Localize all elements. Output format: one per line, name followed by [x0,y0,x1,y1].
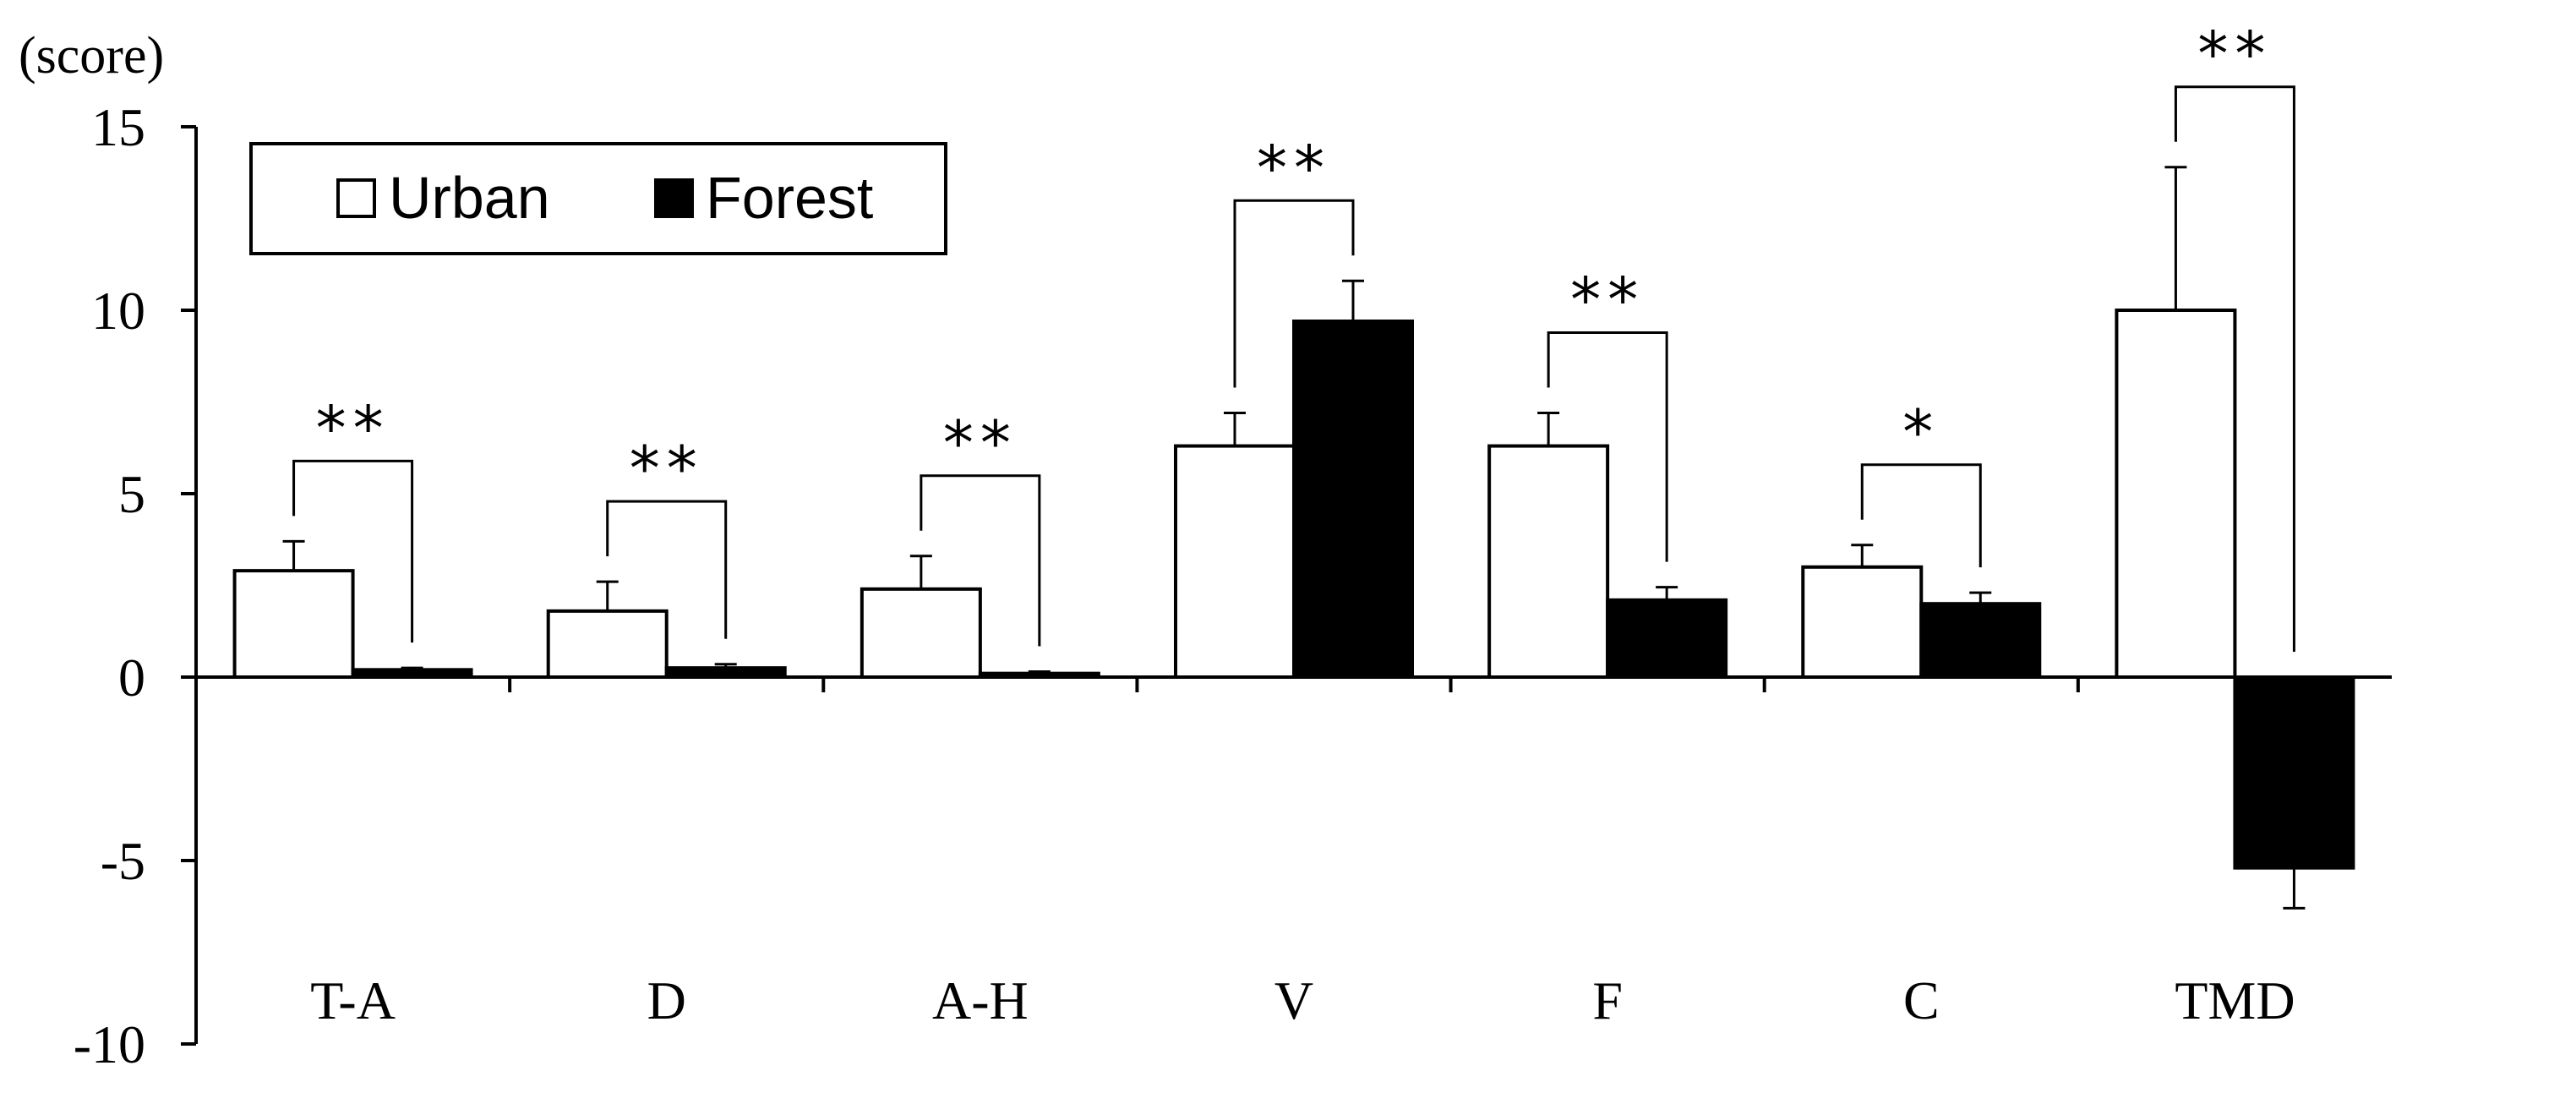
significance-marker-t-a: ** [316,392,390,463]
significance-bracket-d [606,500,728,639]
bar-forest-v [1292,320,1414,679]
significance-bracket-tmd [2174,85,2295,652]
legend-label-forest: Forest [706,165,873,231]
legend: Urban Forest [249,142,947,255]
legend-swatch-urban [336,178,376,218]
bar-urban-tmd [2115,309,2237,679]
y-tick-label: 10 [91,281,145,341]
bar-forest-f [1606,598,1728,679]
significance-marker-a-h: ** [943,407,1018,478]
x-category-label: TMD [2175,970,2295,1030]
x-category-label: D [647,970,686,1030]
significance-bracket-a-h [920,474,1041,647]
x-category-label: C [1903,970,1940,1030]
category-labels: T-A D A-H V F C TMD [310,970,2295,1030]
bar-forest-c [1919,602,2042,680]
bar-urban-c [1801,565,1924,679]
bar-urban-f [1487,444,1610,680]
bar-urban-d [546,609,669,680]
bar-urban-v [1174,444,1296,680]
y-tick-label: 15 [91,97,145,157]
significance-bracket-c [1860,463,1982,568]
x-category-label: T-A [310,970,396,1030]
y-tick-label: -5 [101,831,145,891]
bars [232,309,2355,870]
bar-forest-tmd [2233,675,2355,870]
significance-bracket-f [1547,331,1668,562]
x-category-label: F [1592,970,1623,1030]
bar-urban-a-h [860,587,982,680]
legend-label-urban: Urban [389,165,550,231]
significance-brackets: **** ********* [292,19,2295,652]
significance-marker-f: ** [1570,265,1645,336]
x-category-label: A-H [932,970,1029,1030]
error-bars [282,166,2306,910]
bar-urban-t-a [232,569,355,680]
legend-swatch-forest [654,178,694,218]
y-axis-ticks: -10 -5 0 5 10 15 [74,97,196,1074]
significance-marker-tmd: ** [2197,19,2272,90]
significance-marker-d: ** [630,433,704,504]
y-tick-label: 5 [118,464,145,524]
significance-bracket-v [1233,199,1355,388]
y-tick-label: 0 [118,648,145,708]
x-category-label: V [1274,970,1313,1030]
significance-marker-v: ** [1257,132,1331,203]
significance-bracket-t-a [292,459,414,643]
x-axis-ticks [508,677,2080,692]
y-axis-unit-label: (score) [19,27,164,85]
significance-marker-c: * [1902,396,1940,467]
y-tick-label: -10 [74,1014,145,1074]
